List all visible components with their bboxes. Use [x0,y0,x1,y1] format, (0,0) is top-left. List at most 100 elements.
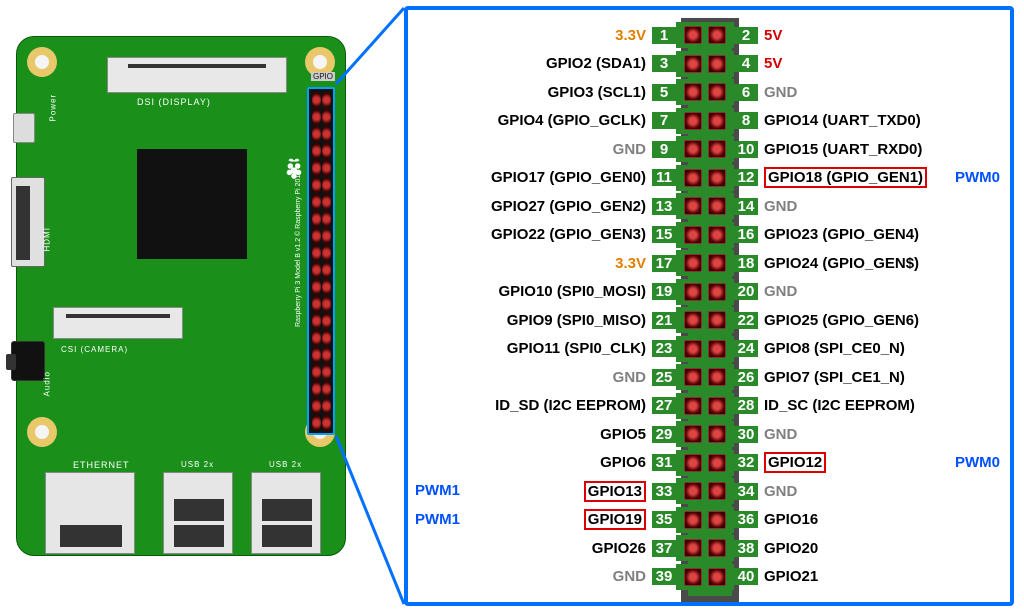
pin-dot [708,539,726,557]
pin-number: 28 [734,397,758,414]
pin-label-right: GPIO18 (GPIO_GEN1) [758,167,953,188]
usb-label: USB 2x [269,460,302,469]
pin-row: GPIO3 (SCL1)56GND [408,79,1010,105]
pin-number: 38 [734,540,758,557]
highlighted-pin: GPIO19 [584,509,646,530]
pin-row: GND3940GPIO21 [408,564,1010,590]
pin-number: 18 [734,255,758,272]
pin-row: GND910GPIO15 (UART_RXD0) [408,136,1010,162]
pin-dot [684,454,702,472]
pin-row: GPIO9 (SPI0_MISO)2122GPIO25 (GPIO_GEN6) [408,307,1010,333]
pin-dot [684,397,702,415]
connector-pins [676,478,734,504]
pin-label-right: GND [758,84,953,101]
pin-row: PWM1GPIO133334GND [408,478,1010,504]
pin-number: 12 [734,169,758,186]
pin-row: GPIO2 (SDA1)345V [408,51,1010,77]
pin-dot [684,511,702,529]
pin-number: 24 [734,340,758,357]
usb-port-block [163,472,233,554]
pwm-note: PWM1 [415,511,460,528]
pin-number: 37 [652,540,676,557]
pin-label-left: GPIO13 [462,481,652,502]
pin-label-right: GPIO16 [758,511,953,528]
connector-pins [676,22,734,48]
pwm-note: PWM0 [955,454,1000,471]
pin-number: 17 [652,255,676,272]
pin-label-right: GPIO25 (GPIO_GEN6) [758,312,953,329]
pin-row: GPIO22 (GPIO_GEN3)1516GPIO23 (GPIO_GEN4) [408,222,1010,248]
mount-hole [27,417,57,447]
hdmi-port [11,177,45,267]
connector-pins [676,393,734,419]
pin-number: 23 [652,340,676,357]
pin-label-left: GND [462,568,652,585]
pin-dot [708,83,726,101]
gpio-header [307,87,335,435]
pin-label-left: GPIO6 [462,454,652,471]
pin-label-left: GPIO26 [462,540,652,557]
highlighted-pin: GPIO12 [764,452,826,473]
pin-label-left: GPIO19 [462,509,652,530]
pin-label-right: 5V [758,55,953,72]
pin-dot [684,340,702,358]
pin-label-left: GND [462,369,652,386]
pin-dot [684,226,702,244]
pin-row: GPIO63132GPIO12PWM0 [408,450,1010,476]
pin-number: 26 [734,369,758,386]
pin-dot [684,254,702,272]
connector-pins [676,51,734,77]
ethernet-label: ETHERNET [73,460,130,470]
pin-dot [708,140,726,158]
pin-label-right: GND [758,198,953,215]
pin-number: 11 [652,169,676,186]
pin-number: 9 [652,141,676,158]
pin-label-right: GPIO12 [758,452,953,473]
pin-dot [708,112,726,130]
pin-row: GPIO4 (GPIO_GCLK)78GPIO14 (UART_TXD0) [408,108,1010,134]
pin-number: 4 [734,55,758,72]
pin-number: 20 [734,283,758,300]
gpio-tag: GPIO [311,72,335,81]
pin-number: 25 [652,369,676,386]
pin-dot [708,340,726,358]
pin-row: GPIO17 (GPIO_GEN0)1112GPIO18 (GPIO_GEN1)… [408,165,1010,191]
pin-row: ID_SD (I2C EEPROM)2728ID_SC (I2C EEPROM) [408,393,1010,419]
dsi-label: DSI (DISPLAY) [137,97,211,107]
pin-dot [684,112,702,130]
pin-number: 31 [652,454,676,471]
raspberry-pi-board: DSI (DISPLAY) Power HDMI CSI (CAMERA) Au… [16,36,346,556]
pin-dot [684,55,702,73]
pin-label-right: GND [758,283,953,300]
pin-dot [684,482,702,500]
usb-port-block [251,472,321,554]
pwm-note: PWM0 [955,169,1000,186]
pin-number: 7 [652,112,676,129]
pin-label-right: GPIO23 (GPIO_GEN4) [758,226,953,243]
pin-number: 30 [734,426,758,443]
connector-pins [676,279,734,305]
pin-label-right: GPIO20 [758,540,953,557]
connector-pins [676,136,734,162]
pin-dot [684,140,702,158]
pin-label-right: GND [758,426,953,443]
pin-label-right: GND [758,483,953,500]
connector-pins [676,450,734,476]
pin-dot [684,568,702,586]
highlighted-pin: GPIO18 (GPIO_GEN1) [764,167,927,188]
highlighted-pin: GPIO13 [584,481,646,502]
pin-row: GND25 26GPIO7 (SPI_CE1_N) [408,364,1010,390]
pin-dot [708,568,726,586]
pin-number: 39 [652,568,676,585]
pin-number: 36 [734,511,758,528]
pin-row: 3.3V1718GPIO24 (GPIO_GEN$) [408,250,1010,276]
pin-dot [708,254,726,272]
dsi-connector [107,57,287,93]
pin-label-left: GND [462,141,652,158]
pin-label-left: GPIO11 (SPI0_CLK) [462,340,652,357]
pin-number: 5 [652,84,676,101]
pin-number: 16 [734,226,758,243]
pin-number: 35 [652,511,676,528]
pin-label-right: GPIO7 (SPI_CE1_N) [758,369,953,386]
pin-dot [684,197,702,215]
